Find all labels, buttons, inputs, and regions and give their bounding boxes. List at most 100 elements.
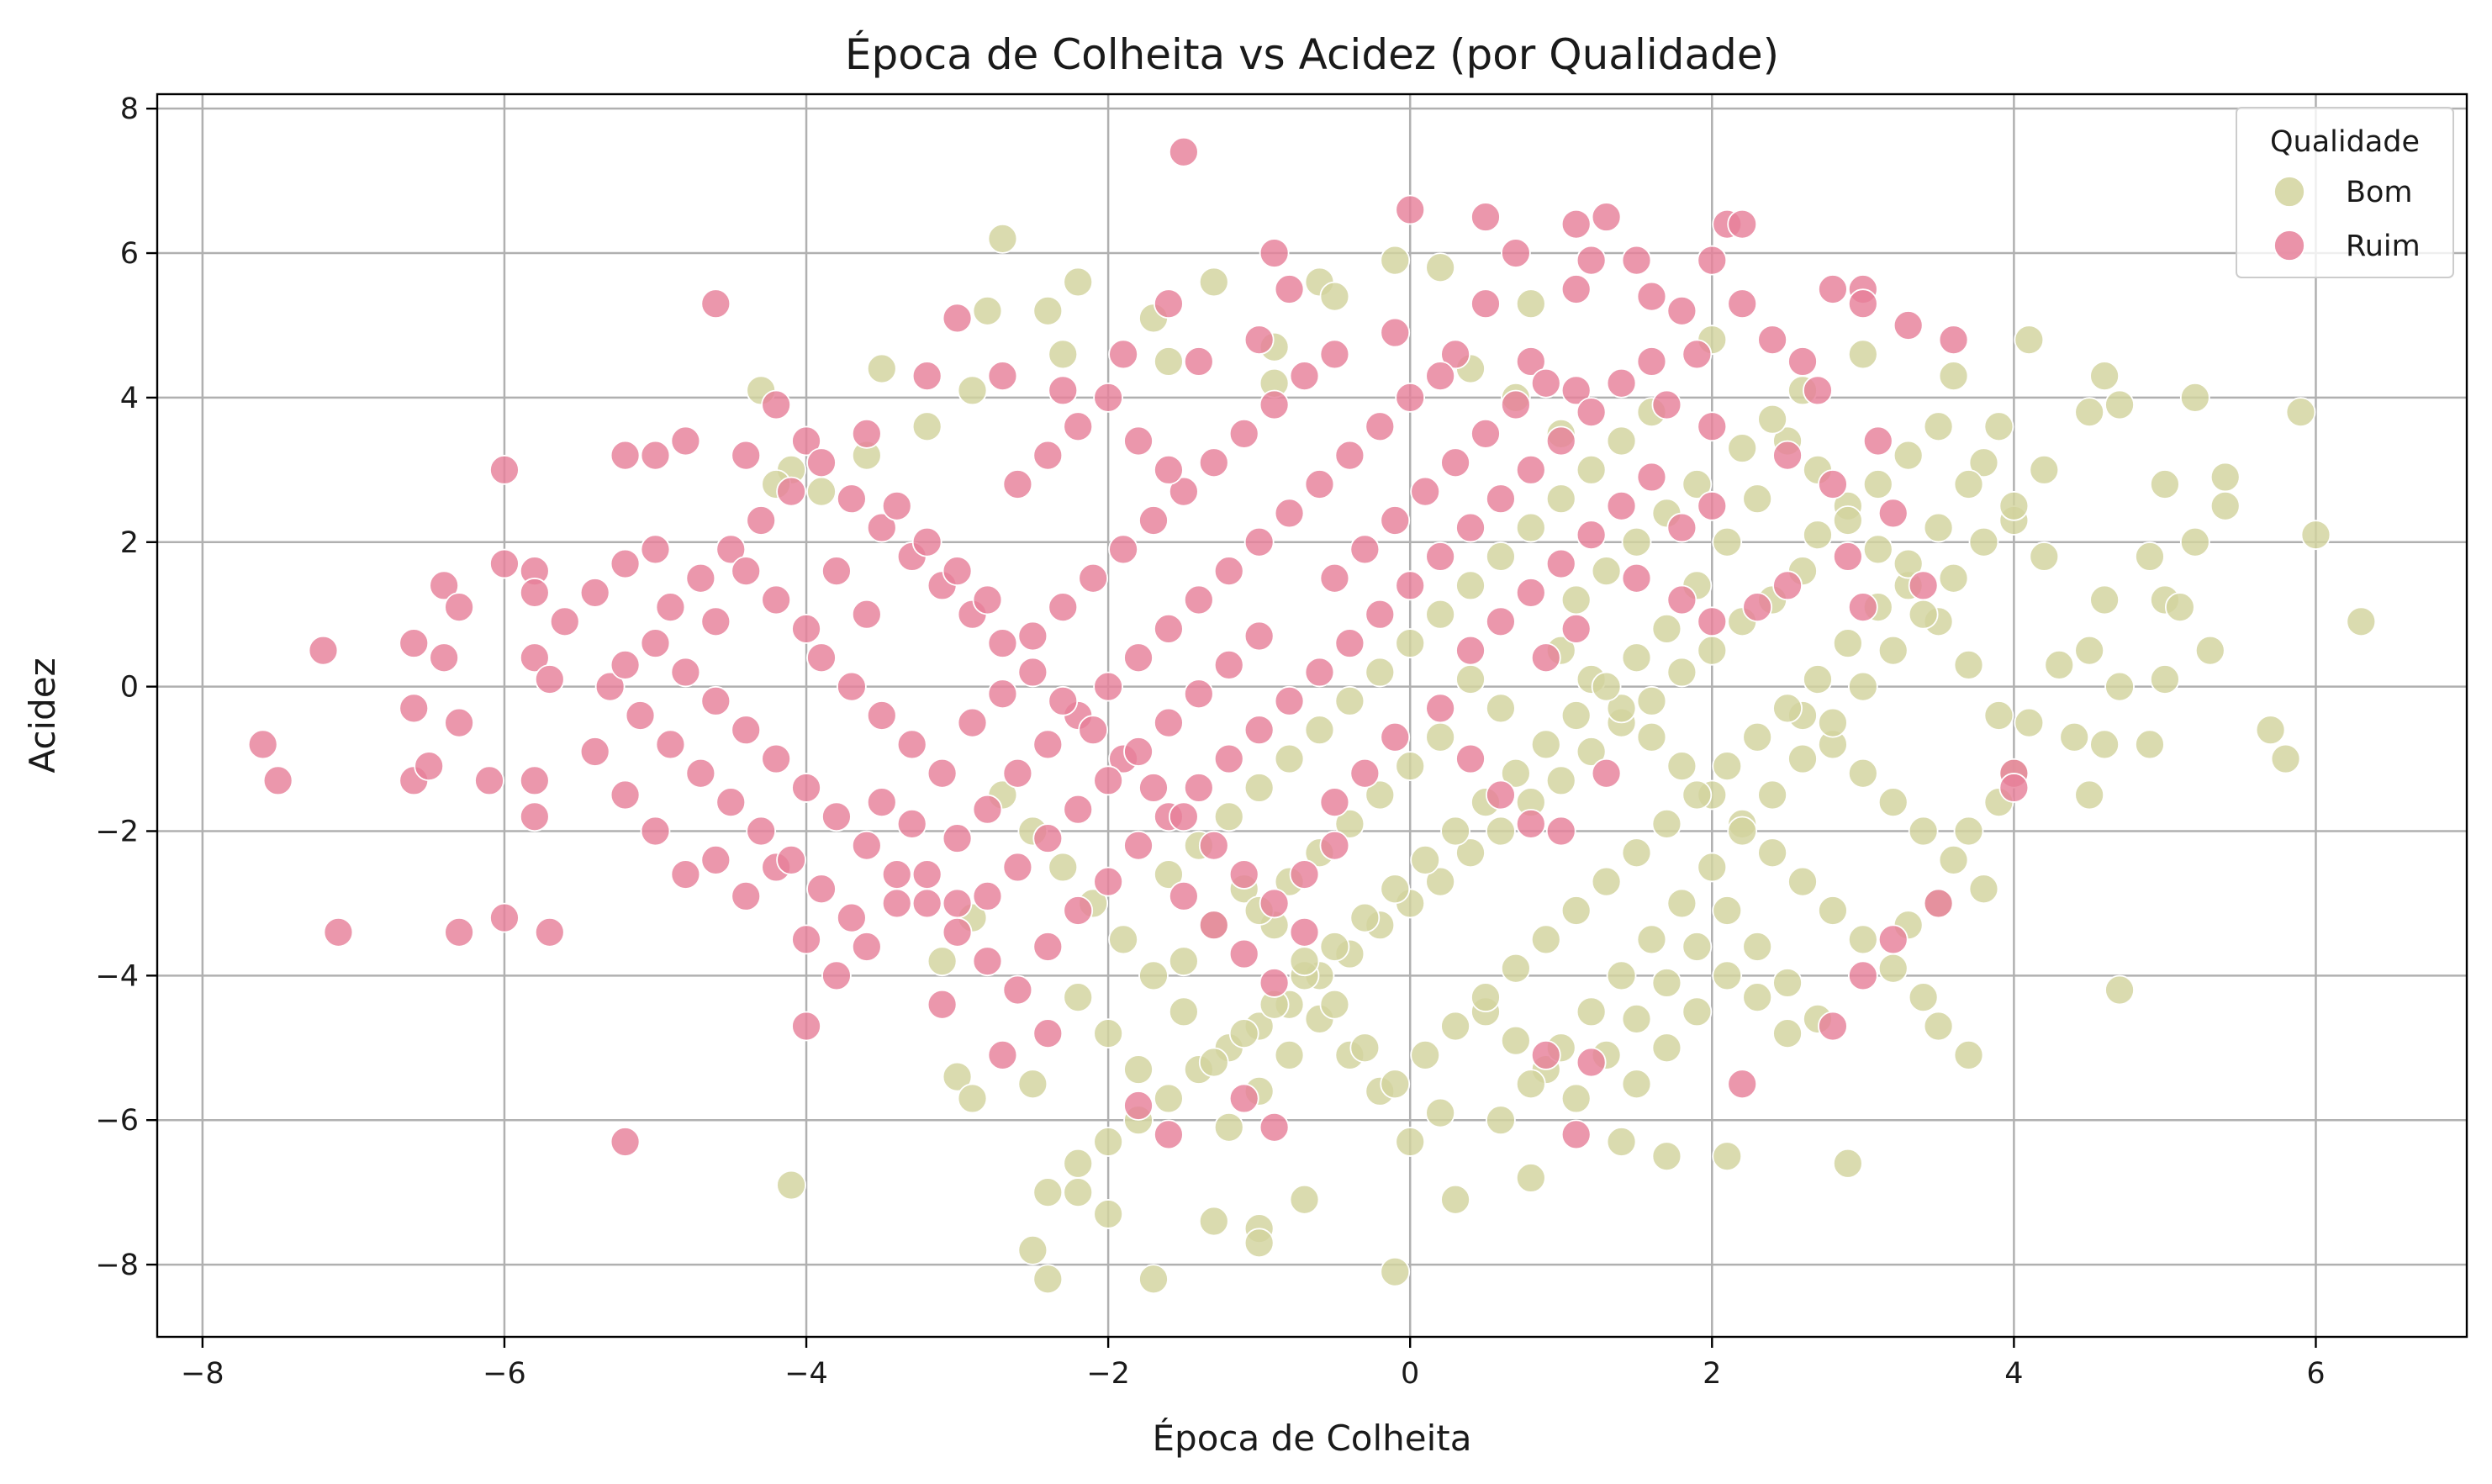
data-point [1365, 779, 1396, 811]
data-point [791, 613, 821, 644]
data-point [1154, 288, 1184, 320]
data-point [1048, 592, 1079, 623]
data-point [1274, 1039, 1305, 1070]
data-point [1968, 874, 1999, 905]
data-point [1832, 505, 1863, 536]
data-point [1002, 469, 1033, 499]
data-point [1168, 946, 1199, 977]
data-point [1621, 1069, 1652, 1100]
data-point [2074, 397, 2105, 427]
data-point [911, 361, 942, 392]
data-point [1953, 1039, 1984, 1070]
data-point [1138, 1264, 1169, 1295]
data-point [1349, 902, 1381, 933]
data-point [1862, 469, 1893, 499]
data-point [1032, 1177, 1064, 1208]
data-point [1032, 729, 1064, 760]
data-point [1818, 707, 1848, 738]
data-point [1742, 932, 1773, 962]
data-point [670, 657, 701, 688]
data-point [1319, 562, 1350, 594]
data-point [1803, 375, 1833, 406]
data-point [761, 743, 792, 774]
data-point [1500, 953, 1531, 984]
data-point [1515, 1069, 1546, 1100]
data-point [1818, 1011, 1848, 1042]
data-point [1515, 808, 1546, 839]
data-point [1772, 570, 1803, 601]
x-tick-label: 2 [1703, 1357, 1721, 1391]
data-point [1048, 685, 1079, 716]
data-point [1032, 1018, 1064, 1048]
data-point [1365, 657, 1396, 688]
data-point [1606, 960, 1637, 991]
data-point [1953, 469, 1984, 499]
data-point [1138, 773, 1169, 803]
data-point [1682, 779, 1713, 811]
data-point [1560, 1083, 1592, 1114]
data-point [1727, 209, 1758, 240]
data-point [1606, 490, 1637, 521]
data-point [1998, 490, 2030, 521]
data-point [1380, 317, 1411, 348]
data-point [700, 685, 731, 716]
data-point [670, 859, 701, 890]
data-point [881, 490, 912, 521]
data-point [1712, 751, 1743, 782]
data-point [1697, 490, 1728, 521]
data-point [1757, 404, 1788, 435]
data-point [1697, 852, 1728, 883]
data-point [836, 902, 867, 933]
data-point [987, 1039, 1018, 1070]
data-point [1651, 1141, 1682, 1172]
data-point [1666, 751, 1697, 782]
data-point [429, 642, 460, 673]
data-point [776, 1170, 806, 1201]
data-point [399, 628, 430, 658]
points-layer [247, 136, 2377, 1295]
data-point [791, 425, 821, 457]
data-point [821, 556, 852, 587]
data-point [1440, 1011, 1470, 1042]
data-point [881, 859, 912, 890]
data-point [2089, 361, 2120, 392]
data-point [1486, 483, 1516, 515]
data-point [1274, 743, 1305, 774]
x-tick-label: −2 [1086, 1357, 1130, 1391]
data-point [1455, 512, 1486, 543]
data-point [1666, 584, 1697, 615]
data-point [1530, 642, 1561, 673]
data-point [2089, 729, 2120, 760]
data-point [1108, 534, 1138, 565]
legend-label-bom: Bom [2346, 176, 2413, 209]
data-point [1847, 924, 1878, 955]
data-point [1576, 520, 1607, 551]
data-point [1093, 671, 1124, 702]
data-point [2074, 635, 2105, 666]
data-point [957, 707, 988, 738]
y-axis-label: Acidez [22, 658, 63, 773]
data-point [1289, 1184, 1320, 1215]
x-tick-label: 0 [1401, 1357, 1419, 1391]
data-point [625, 700, 656, 731]
data-point [1877, 635, 1909, 666]
data-point [1380, 1069, 1411, 1100]
data-point [972, 584, 1003, 615]
data-point [776, 476, 806, 507]
data-point [1486, 693, 1516, 724]
data-point [1243, 1228, 1275, 1259]
data-point [746, 816, 777, 847]
data-point [927, 758, 958, 789]
data-point [1832, 1148, 1863, 1179]
data-point [1500, 758, 1531, 789]
data-point [1123, 830, 1154, 861]
data-point [1154, 613, 1184, 644]
data-point [1877, 787, 1909, 818]
data-point [1243, 526, 1275, 557]
data-point [1425, 693, 1456, 724]
data-point [1017, 1069, 1048, 1100]
data-point [1953, 816, 1984, 847]
data-point [1123, 642, 1154, 673]
data-point [489, 548, 520, 579]
